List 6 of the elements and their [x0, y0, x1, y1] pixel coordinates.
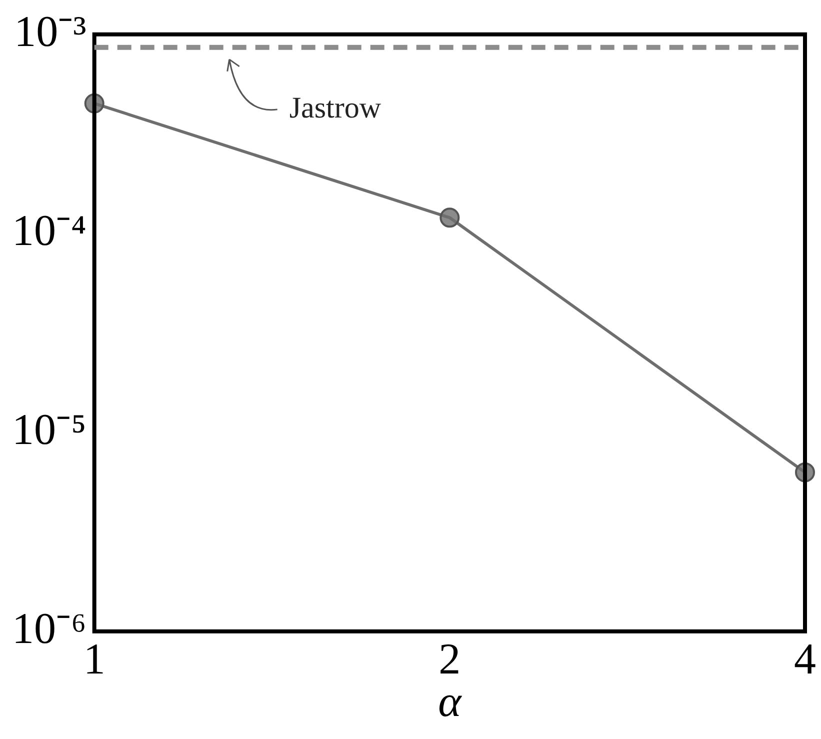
ref-line-label: Jastrow [289, 91, 382, 124]
point [440, 208, 460, 228]
y-tick-label: 10⁻⁵ [12, 404, 86, 454]
x-tick-label: 4 [794, 634, 816, 684]
y-tick-label: 10⁻⁴ [12, 206, 86, 255]
y-tick-label: 10⁻³ [14, 6, 86, 56]
